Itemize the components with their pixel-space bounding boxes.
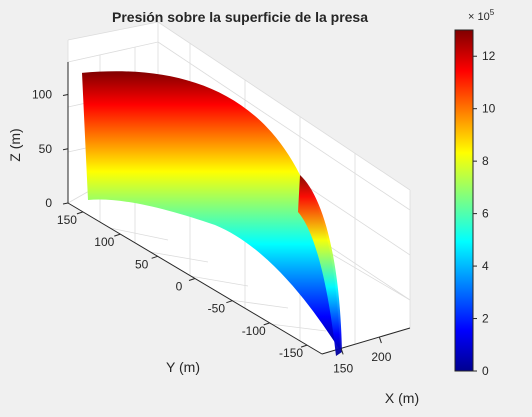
y-tick-label: 0 (176, 280, 183, 294)
colorbar-tick-label: 6 (482, 207, 489, 221)
grid-line (269, 323, 327, 332)
colorbar-tick-label: 0 (482, 364, 489, 378)
grid-line (109, 227, 169, 241)
z-tick-label: 100 (32, 88, 52, 102)
z-axis-label: Z (m) (7, 128, 23, 161)
x-tick-label: 200 (371, 350, 391, 364)
axis-ticks: 100 50 0 150 100 50 0 -50 -100 -150 150 200 (32, 88, 392, 376)
grid-line (229, 299, 289, 309)
y-tick-mark (263, 322, 270, 326)
grid-line (149, 251, 209, 263)
colorbar-tick-label: 10 (482, 102, 496, 116)
colorbar-exponent-power: 5 (490, 8, 495, 17)
surface-side (298, 175, 342, 356)
grid-line (157, 21, 411, 191)
y-tick-mark (300, 344, 308, 348)
x-tick-mark (378, 336, 382, 344)
colorbar-exponent-base: × 10 (468, 11, 490, 23)
y-tick-mark (226, 300, 233, 304)
x-tick-label: 150 (333, 361, 353, 375)
z-tick-label: 50 (39, 142, 53, 156)
z-tick-label: 0 (45, 196, 52, 210)
colorbar-tick-label: 4 (482, 259, 489, 273)
z-tick-mark (62, 202, 69, 205)
y-tick-label: 50 (135, 257, 149, 271)
y-tick-label: -100 (242, 324, 266, 338)
y-tick-mark (151, 255, 158, 259)
y-tick-label: -150 (279, 346, 303, 360)
colorbar: 0 2 4 6 8 10 12 × 105 (454, 8, 496, 378)
z-tick-mark (62, 94, 69, 97)
x-axis-label: X (m) (385, 390, 419, 406)
y-tick-mark (76, 211, 84, 215)
surface-face (82, 71, 340, 350)
x-tick-mark (340, 348, 344, 355)
colorbar-ticks: 0 2 4 6 8 10 12 (473, 49, 496, 378)
chart-title: Presión sobre la superficie de la presa (112, 9, 368, 25)
colorbar-gradient (454, 29, 474, 372)
colorbar-exponent: × 105 (468, 8, 495, 23)
pressure-surface (82, 71, 342, 356)
colorbar-tick-label: 8 (482, 154, 489, 168)
y-tick-label: 100 (94, 235, 114, 249)
y-tick-mark (188, 278, 196, 281)
z-tick-mark (62, 148, 69, 151)
y-tick-label: 150 (57, 213, 77, 227)
colorbar-tick-label: 2 (482, 312, 489, 326)
colorbar-tick-label: 12 (482, 49, 496, 63)
grid-line (189, 275, 249, 287)
grid-line (157, 41, 411, 211)
y-tick-mark (114, 233, 121, 237)
y-axis-label: Y (m) (166, 359, 200, 375)
grid-line (67, 41, 159, 63)
y-tick-label: -50 (208, 302, 226, 316)
grid-line (67, 21, 159, 41)
